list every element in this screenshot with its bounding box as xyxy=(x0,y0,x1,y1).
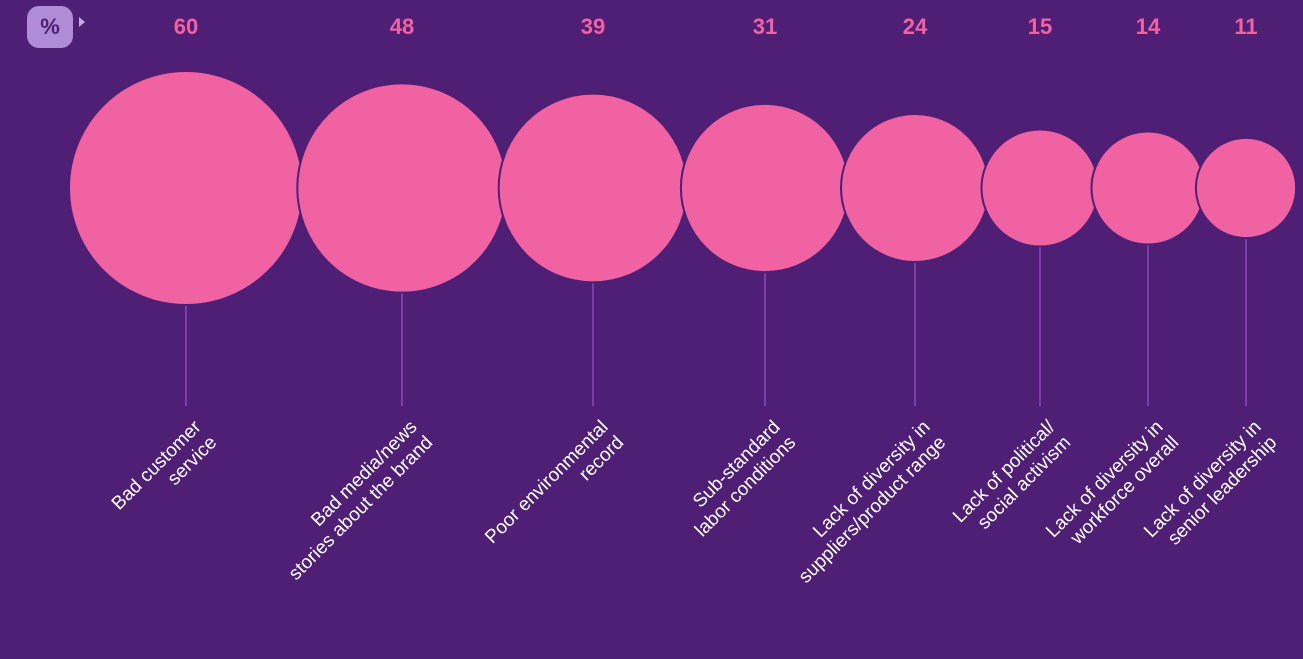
bubble[interactable] xyxy=(68,70,304,306)
value-label: 31 xyxy=(753,14,777,39)
value-label: 11 xyxy=(1234,14,1257,39)
bubble[interactable] xyxy=(497,92,689,284)
value-label: 24 xyxy=(903,14,928,39)
category-label-line: suppliers/product range xyxy=(795,432,950,587)
value-label: 15 xyxy=(1028,14,1052,39)
value-label: 39 xyxy=(581,14,605,39)
bubble[interactable] xyxy=(1194,136,1298,240)
value-label: 48 xyxy=(390,14,414,39)
percent-unit-button[interactable]: % xyxy=(27,6,73,48)
bubble[interactable] xyxy=(1090,130,1206,246)
bubble[interactable] xyxy=(296,82,508,294)
bubble[interactable] xyxy=(679,102,851,274)
category-label-line: Poor environmental xyxy=(481,417,612,548)
category-label-line: stories about the brand xyxy=(285,432,437,584)
value-label: 14 xyxy=(1136,14,1161,39)
value-label: 60 xyxy=(174,14,198,39)
caret-right-icon[interactable] xyxy=(79,17,85,27)
percent-unit-label: % xyxy=(40,14,60,39)
bubble[interactable] xyxy=(840,113,990,263)
bubble[interactable] xyxy=(980,128,1100,248)
